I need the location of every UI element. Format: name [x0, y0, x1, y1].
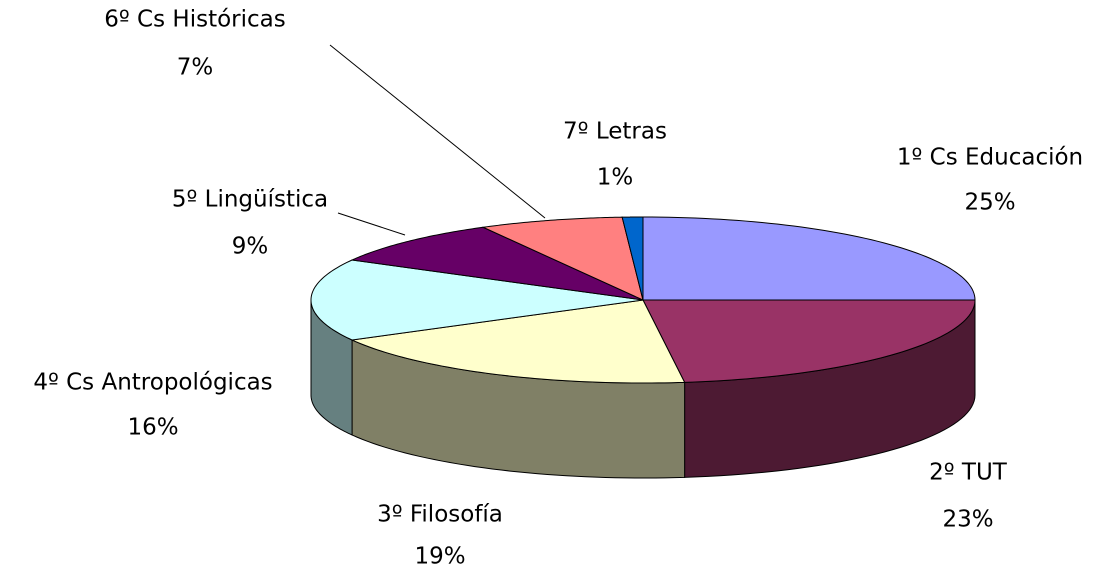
pie	[310, 216, 976, 479]
slice	[350, 299, 686, 384]
slice-label: 5º Lingüística	[172, 187, 328, 213]
slice-label: 6º Cs Históricas	[104, 7, 285, 33]
slice	[350, 226, 644, 301]
leader-line	[329, 44, 546, 219]
slice-label: 7º Letras	[563, 119, 667, 145]
value-label: 7%	[177, 55, 214, 81]
slice	[310, 259, 644, 341]
slice	[642, 216, 976, 301]
leader-line	[337, 212, 406, 236]
slice-label: 4º Cs Antropológicas	[33, 370, 272, 396]
value-label: 25%	[964, 190, 1015, 216]
value-label: 19%	[414, 544, 465, 570]
value-label: 1%	[597, 165, 634, 191]
value-label: 9%	[232, 234, 269, 260]
slice	[621, 216, 644, 301]
slice	[481, 216, 644, 301]
value-label: 16%	[127, 415, 178, 441]
slice	[642, 299, 976, 383]
slice-label: 3º Filosofía	[377, 502, 503, 528]
value-label: 23%	[942, 507, 993, 533]
slice-label: 2º TUT	[929, 460, 1008, 486]
slice-label: 1º Cs Educación	[897, 145, 1083, 171]
